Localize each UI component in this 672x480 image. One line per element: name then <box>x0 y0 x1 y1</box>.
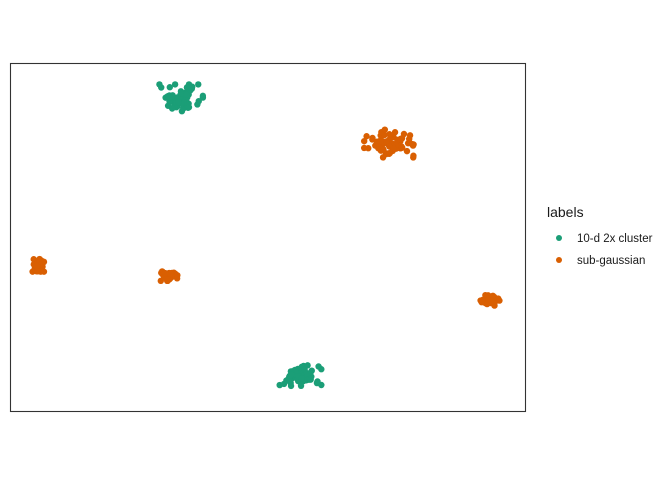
legend-key-sub-gaussian <box>556 257 562 263</box>
point-10-d-2x-cluster <box>177 90 185 97</box>
legend-title: labels <box>547 204 584 220</box>
point-10-d-2x-cluster <box>303 369 311 377</box>
point-sub-gaussian <box>410 152 417 159</box>
point-10-d-2x-cluster <box>175 98 182 106</box>
point-10-d-2x-cluster <box>183 91 190 98</box>
point-sub-gaussian <box>381 126 389 133</box>
point-sub-gaussian <box>394 136 401 143</box>
point-sub-gaussian <box>386 131 393 138</box>
point-10-d-2x-cluster <box>183 84 191 91</box>
point-10-d-2x-cluster <box>314 378 321 385</box>
point-sub-gaussian <box>489 292 497 299</box>
point-10-d-2x-cluster <box>164 102 172 109</box>
point-sub-gaussian <box>478 298 485 306</box>
point-10-d-2x-cluster <box>188 85 196 92</box>
point-10-d-2x-cluster <box>166 84 173 91</box>
point-10-d-2x-cluster <box>195 81 202 88</box>
point-sub-gaussian <box>406 132 414 139</box>
point-sub-gaussian <box>403 147 411 155</box>
point-10-d-2x-cluster <box>287 382 295 390</box>
legend-label-10-d-2x-cluster: 10-d 2x cluster <box>577 233 653 245</box>
point-10-d-2x-cluster <box>185 104 193 111</box>
point-sub-gaussian <box>173 275 181 282</box>
point-10-d-2x-cluster <box>156 81 163 88</box>
point-sub-gaussian <box>360 144 368 152</box>
point-sub-gaussian <box>162 270 169 277</box>
point-sub-gaussian <box>391 129 399 136</box>
legend: labels 10-d 2x cluster sub-gaussian <box>547 204 653 267</box>
point-sub-gaussian <box>373 138 381 145</box>
point-10-d-2x-cluster <box>199 94 207 101</box>
point-10-d-2x-cluster <box>164 93 171 100</box>
point-sub-gaussian <box>496 297 503 304</box>
point-sub-gaussian <box>363 133 370 140</box>
point-10-d-2x-cluster <box>307 376 314 383</box>
legend-key-10-d-2x-cluster <box>556 235 562 241</box>
point-sub-gaussian <box>167 270 174 277</box>
point-sub-gaussian <box>33 262 40 270</box>
plot-panel-border <box>9 62 527 413</box>
point-10-d-2x-cluster <box>298 374 305 382</box>
point-10-d-2x-cluster <box>297 382 305 389</box>
point-sub-gaussian <box>34 268 41 275</box>
point-sub-gaussian <box>369 134 376 142</box>
point-10-d-2x-cluster <box>194 101 201 108</box>
points-layer <box>29 81 503 390</box>
point-sub-gaussian <box>488 298 496 305</box>
point-sub-gaussian <box>380 146 387 153</box>
point-sub-gaussian <box>383 138 390 145</box>
point-10-d-2x-cluster <box>287 371 295 378</box>
point-sub-gaussian <box>399 144 406 151</box>
point-sub-gaussian <box>385 150 393 157</box>
point-sub-gaussian <box>360 137 368 145</box>
point-sub-gaussian <box>164 276 172 283</box>
point-10-d-2x-cluster <box>315 363 322 370</box>
point-10-d-2x-cluster <box>171 81 179 88</box>
legend-label-sub-gaussian: sub-gaussian <box>577 255 645 267</box>
point-10-d-2x-cluster <box>280 380 288 388</box>
point-sub-gaussian <box>410 141 417 148</box>
